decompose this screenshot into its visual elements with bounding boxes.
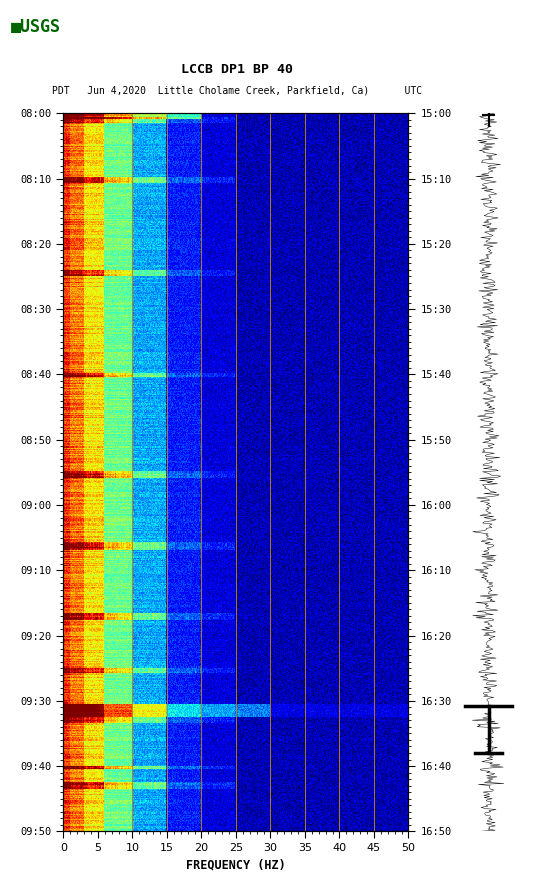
Text: LCCB DP1 BP 40: LCCB DP1 BP 40	[182, 63, 293, 76]
X-axis label: FREQUENCY (HZ): FREQUENCY (HZ)	[186, 859, 286, 871]
Text: PDT   Jun 4,2020  Little Cholame Creek, Parkfield, Ca)      UTC: PDT Jun 4,2020 Little Cholame Creek, Par…	[52, 86, 422, 96]
Text: ■USGS: ■USGS	[11, 18, 61, 36]
